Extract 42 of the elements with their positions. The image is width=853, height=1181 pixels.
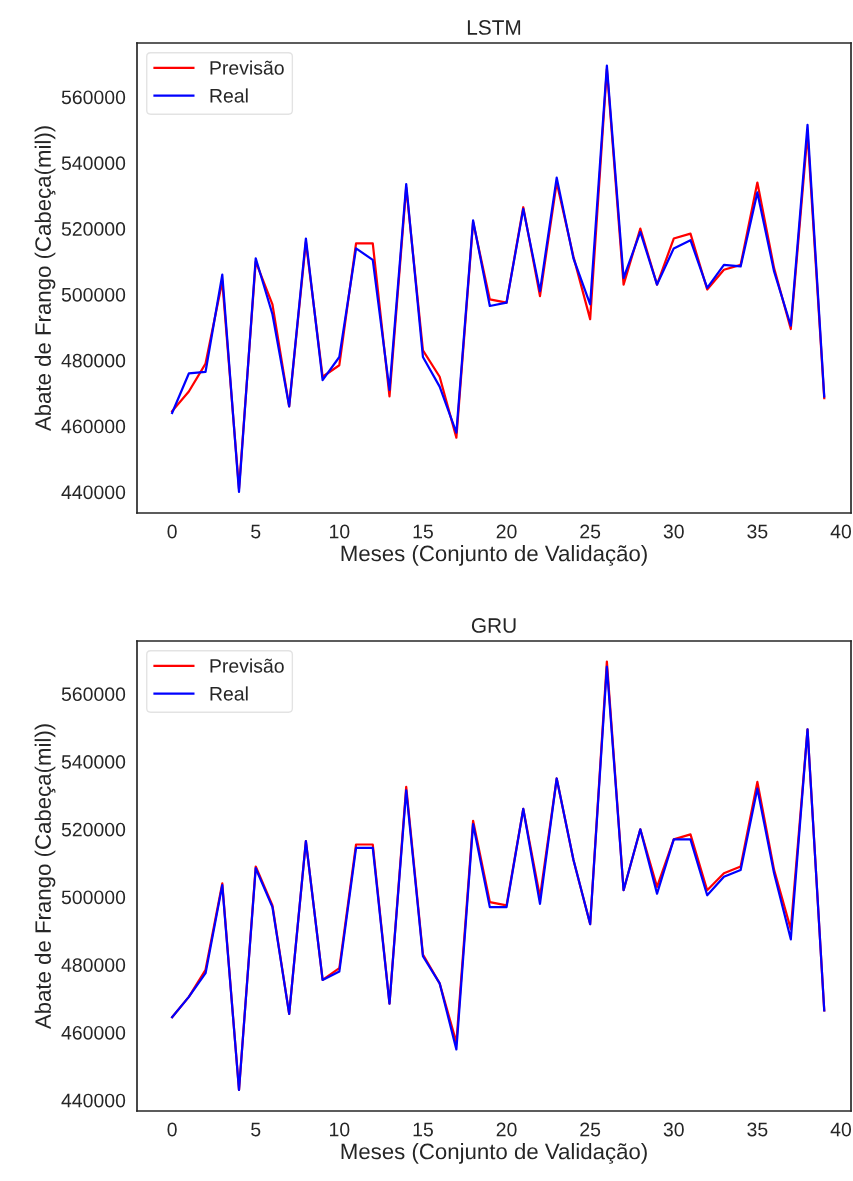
legend-label: Previsão [210,60,284,75]
x-axis-title: Meses (Conjunto de Validação) [341,1143,647,1164]
legend-label: Real [210,88,248,103]
y-tick-label: 440000 [61,1093,126,1108]
x-tick-label: 30 [663,524,684,539]
chart-title: LSTM [467,20,521,35]
x-tick-label: 5 [251,1122,261,1137]
x-tick-label: 35 [747,524,768,539]
y-tick-label: 540000 [61,755,126,769]
legend-label: Real [210,686,248,701]
y-tick-label: 480000 [61,353,126,368]
x-tick-label: 40 [830,1122,852,1137]
y-tick-label: 520000 [61,822,126,837]
x-tick-label: 20 [496,1122,517,1137]
y-tick-label: 560000 [61,90,126,105]
y-tick-label: 440000 [61,485,126,500]
x-tick-label: 15 [413,1122,433,1137]
chart-title: GRU [471,618,516,633]
x-tick-label: 0 [167,1122,177,1137]
x-tick-label: 10 [330,1122,350,1137]
y-tick-label: 500000 [61,287,126,302]
y-tick-label: 460000 [61,1025,126,1040]
x-tick-label: 0 [167,524,177,539]
x-tick-label: 10 [330,524,350,539]
y-axis-title: Abate de Frango (Cabeça(mil)) [34,126,56,432]
y-tick-label: 500000 [61,890,126,905]
x-tick-label: 25 [580,1122,601,1137]
x-tick-label: 40 [830,524,852,539]
x-tick-label: 30 [663,1122,684,1137]
y-tick-label: 520000 [61,222,126,236]
legend-label: Previsão [210,658,284,673]
y-axis-title: Abate de Frango (Cabeça(mil)) [34,724,56,1030]
x-tick-label: 15 [413,524,433,539]
x-tick-label: 35 [747,1122,768,1137]
y-tick-label: 560000 [61,687,126,702]
x-axis-title: Meses (Conjunto de Validação) [341,545,647,566]
y-tick-label: 480000 [61,958,126,972]
y-tick-label: 460000 [61,419,126,434]
y-tick-label: 540000 [61,156,126,171]
x-tick-label: 5 [251,524,261,539]
x-tick-label: 25 [580,524,601,539]
x-tick-label: 20 [496,524,517,539]
